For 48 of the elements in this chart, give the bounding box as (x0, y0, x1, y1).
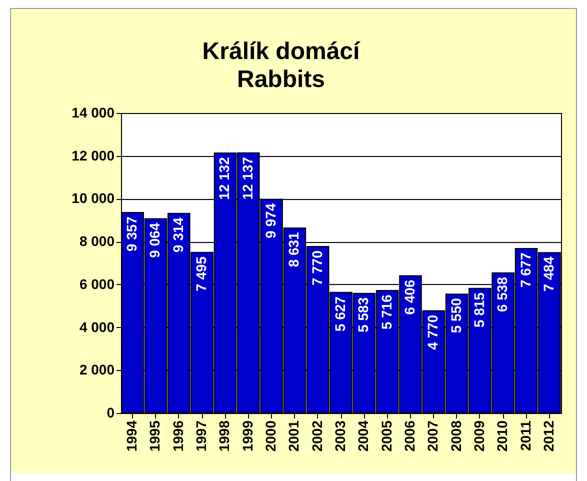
data-label: 6 406 (401, 280, 418, 315)
data-label: 8 631 (286, 232, 302, 268)
y-tick-label: 14 000 (72, 104, 115, 120)
data-label: 5 550 (448, 298, 464, 334)
x-tick-label: 2011 (517, 420, 534, 451)
data-label: 9 357 (124, 216, 140, 252)
x-tick-label: 2001 (286, 420, 302, 452)
data-label: 12 137 (239, 156, 256, 200)
x-tick-label: 1997 (193, 420, 210, 452)
y-tick-label: 4 000 (79, 318, 115, 335)
x-tick-label: 2005 (378, 420, 394, 452)
y-tick-label: 0 (106, 404, 115, 420)
data-label: 4 770 (424, 314, 441, 350)
x-tick-label: 2008 (448, 420, 464, 452)
chart-title: Králík domácí (202, 38, 362, 65)
x-tick-label: 2000 (262, 420, 279, 452)
data-label: 5 716 (378, 294, 394, 330)
x-tick-label: 1999 (239, 420, 256, 452)
data-label: 9 974 (262, 203, 279, 238)
x-tick-label: 2007 (424, 420, 441, 452)
data-label: 9 314 (170, 217, 186, 252)
data-label: 7 484 (540, 256, 556, 292)
x-tick-label: 2012 (540, 420, 556, 452)
data-label: 7 677 (517, 252, 534, 288)
x-tick-label: 1998 (216, 420, 232, 452)
x-tick-label: 2003 (332, 420, 348, 452)
data-label: 7 495 (193, 256, 210, 292)
y-tick-label: 8 000 (79, 233, 115, 250)
x-tick-label: 1994 (124, 420, 140, 452)
data-label: 5 583 (355, 297, 372, 332)
x-tick-label: 2009 (470, 420, 487, 452)
chart-subtitle: Rabbits (236, 66, 326, 93)
data-label: 7 770 (308, 250, 325, 286)
x-tick-label: 1996 (170, 420, 186, 452)
data-label: 5 627 (332, 296, 348, 332)
x-tick-label: 2006 (401, 420, 418, 452)
x-tick-label: 1995 (146, 420, 163, 452)
data-label: 12 132 (216, 156, 232, 200)
x-tick-label: 2002 (308, 420, 325, 452)
y-tick-label: 12 000 (72, 147, 115, 164)
data-label: 5 815 (470, 292, 487, 328)
y-tick-label: 10 000 (72, 190, 115, 206)
data-label: 6 538 (494, 276, 510, 312)
y-tick-label: 2 000 (79, 362, 115, 378)
y-tick-label: 6 000 (79, 276, 115, 292)
x-tick-label: 2004 (355, 420, 372, 452)
x-tick-label: 2010 (494, 420, 510, 452)
data-label: 9 064 (146, 222, 163, 258)
